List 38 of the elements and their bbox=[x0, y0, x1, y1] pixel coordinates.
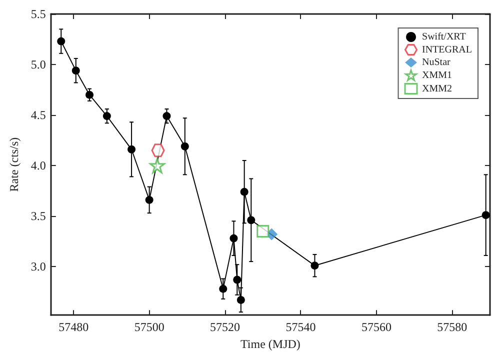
point bbox=[256, 224, 270, 238]
x-tick-label: 57480 bbox=[58, 320, 89, 334]
point bbox=[236, 296, 245, 304]
point bbox=[102, 112, 111, 120]
point bbox=[145, 196, 154, 204]
point bbox=[230, 234, 238, 242]
x-tick-label: 57540 bbox=[286, 320, 316, 334]
x-tick-label: 57500 bbox=[134, 320, 164, 334]
x-tick-label: 57580 bbox=[437, 320, 468, 334]
point bbox=[247, 216, 256, 224]
x-tick-label: 57560 bbox=[361, 320, 392, 334]
y-tick-label: 3.0 bbox=[30, 260, 46, 274]
y-tick-label: 4.0 bbox=[30, 158, 46, 173]
y-axis-title: Rate (cts/s) bbox=[7, 137, 21, 192]
legend-label: XMM1 bbox=[422, 70, 452, 81]
point bbox=[128, 145, 136, 154]
point bbox=[57, 37, 66, 46]
legend-label: INTEGRAL bbox=[422, 44, 472, 56]
point bbox=[86, 90, 94, 99]
y-tick-label: 4.5 bbox=[30, 108, 46, 122]
point bbox=[72, 66, 80, 75]
point bbox=[150, 158, 166, 174]
point bbox=[482, 211, 490, 220]
point bbox=[233, 276, 242, 284]
y-tick-label: 3.5 bbox=[30, 209, 46, 224]
legend-label: XMM2 bbox=[422, 83, 452, 94]
y-tick-label: 5.5 bbox=[30, 7, 46, 21]
legend-label: NuStar bbox=[422, 57, 452, 68]
point bbox=[180, 142, 189, 150]
point bbox=[151, 144, 165, 158]
point bbox=[240, 188, 248, 196]
legend-label: Swift/XRT bbox=[422, 32, 466, 42]
x-tick-label: 57520 bbox=[210, 320, 240, 334]
point bbox=[162, 112, 171, 120]
point bbox=[219, 284, 228, 293]
point bbox=[310, 262, 319, 270]
y-tick-label: 5.0 bbox=[30, 58, 46, 72]
x-axis-title: Time (MJD) bbox=[240, 337, 300, 351]
